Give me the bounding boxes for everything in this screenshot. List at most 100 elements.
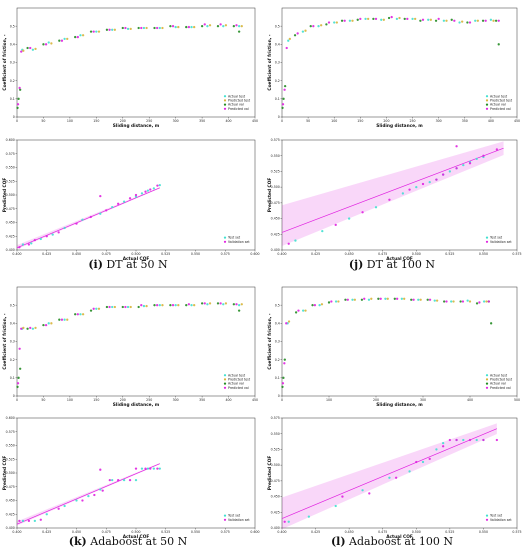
data-point <box>335 21 338 24</box>
data-point <box>346 298 349 301</box>
x-axis-label: Sliding distance, m <box>376 402 423 408</box>
data-point <box>489 18 493 21</box>
series-test-set <box>21 467 161 522</box>
data-point <box>341 495 344 498</box>
data-point <box>282 376 285 379</box>
y-tick-label: 0.550 <box>6 166 15 170</box>
data-point <box>149 188 152 191</box>
data-point <box>466 21 469 24</box>
legend-label: Validation set <box>490 518 512 522</box>
data-point <box>359 17 362 21</box>
data-point <box>363 297 366 300</box>
data-point <box>121 305 124 309</box>
data-point <box>75 499 78 502</box>
series-actual-test <box>287 17 493 42</box>
data-point <box>63 504 66 508</box>
x-tick-label: 350 <box>199 398 205 402</box>
data-point <box>158 183 161 187</box>
data-point <box>20 327 23 330</box>
data-point <box>219 302 222 305</box>
series-test-set <box>294 155 485 242</box>
data-point <box>16 106 19 110</box>
data-point <box>27 243 31 246</box>
y-tick-label: 0.3 <box>10 340 15 344</box>
data-point <box>237 309 241 312</box>
data-point <box>92 307 95 310</box>
data-point <box>128 197 132 200</box>
data-point <box>388 476 391 479</box>
plot-area <box>16 286 256 397</box>
data-point <box>370 297 373 300</box>
data-point <box>387 16 391 20</box>
data-point <box>26 46 29 50</box>
data-point <box>18 246 21 249</box>
data-point <box>421 460 425 464</box>
data-point <box>443 300 446 303</box>
data-point <box>237 25 241 28</box>
y-tick-label: 0.450 <box>6 499 15 503</box>
data-point <box>117 479 120 482</box>
panel-ts-l: 0 100 200 300 400 500 0 0.1 0.2 0.3 0.4 0.5 Sliding … <box>267 286 520 408</box>
x-tick-label: 100 <box>67 398 73 402</box>
data-point <box>309 25 312 28</box>
data-point <box>31 327 35 330</box>
data-point <box>108 28 111 31</box>
data-point <box>42 324 45 327</box>
data-point <box>313 304 317 307</box>
data-point <box>111 305 114 309</box>
data-point <box>311 304 314 307</box>
x-tick-label: 100 <box>331 119 337 123</box>
x-tick-label: 0.525 <box>161 252 170 256</box>
data-point <box>327 21 331 24</box>
y-axis-label: Coefficient of friction, - <box>2 34 8 90</box>
data-point <box>441 441 445 445</box>
data-point <box>174 25 177 29</box>
data-point <box>153 26 156 30</box>
data-point <box>16 382 20 385</box>
legend-label: Actual val <box>228 382 244 386</box>
data-point <box>368 492 371 495</box>
y-axis-label: Coefficient of friction, - <box>2 313 8 369</box>
y-tick-label: 0.475 <box>271 479 280 483</box>
data-point <box>66 318 69 321</box>
x-tick-label: 0.525 <box>445 530 454 534</box>
data-point <box>377 297 380 300</box>
x-tick-label: 200 <box>120 398 126 402</box>
x-tick-label: 0.550 <box>191 530 200 534</box>
data-point <box>113 28 116 31</box>
data-point <box>494 19 498 22</box>
data-point <box>124 26 127 30</box>
data-point <box>448 438 452 442</box>
data-point <box>169 25 172 28</box>
x-tick-label: 500 <box>514 398 520 402</box>
data-point <box>87 494 90 498</box>
data-point <box>108 479 111 482</box>
x-tick-label: 0.525 <box>161 530 170 534</box>
data-point <box>283 358 286 361</box>
series-test-set <box>287 438 485 523</box>
panel-sc-j: 0.400 0.425 0.450 0.475 0.500 0.525 0.550 0.575… <box>267 138 522 262</box>
y-tick-label: 0.3 <box>275 340 280 344</box>
y-axis-label: Predicted COF <box>267 456 273 491</box>
data-point <box>156 467 159 470</box>
data-point <box>281 103 285 106</box>
y-tick-label: 0.4 <box>10 42 15 46</box>
data-point <box>33 519 36 522</box>
data-point <box>468 438 472 442</box>
y-axis-label: Coefficient of friction, - <box>267 34 273 90</box>
legend-marker <box>485 95 489 98</box>
series-predicted-test <box>288 16 495 41</box>
x-tick-label: 0.500 <box>131 252 140 256</box>
x-tick-label: 0.400 <box>277 530 286 534</box>
data-point <box>347 217 351 220</box>
data-point <box>134 193 138 197</box>
data-point <box>74 313 77 316</box>
data-point <box>208 24 212 27</box>
y-tick-label: 0.4 <box>10 321 15 325</box>
legend-label: Actual test <box>228 94 246 98</box>
panel-ts-k: 0 50 100 150 200 250 300 350 400 450 0 0.1 0.2 0.3 0.4… <box>2 286 258 408</box>
caption-l: (l) Adaboost at 100 N <box>331 535 453 548</box>
y-tick-label: 0.5 <box>10 24 15 28</box>
data-point <box>22 326 25 330</box>
data-point <box>497 43 500 46</box>
